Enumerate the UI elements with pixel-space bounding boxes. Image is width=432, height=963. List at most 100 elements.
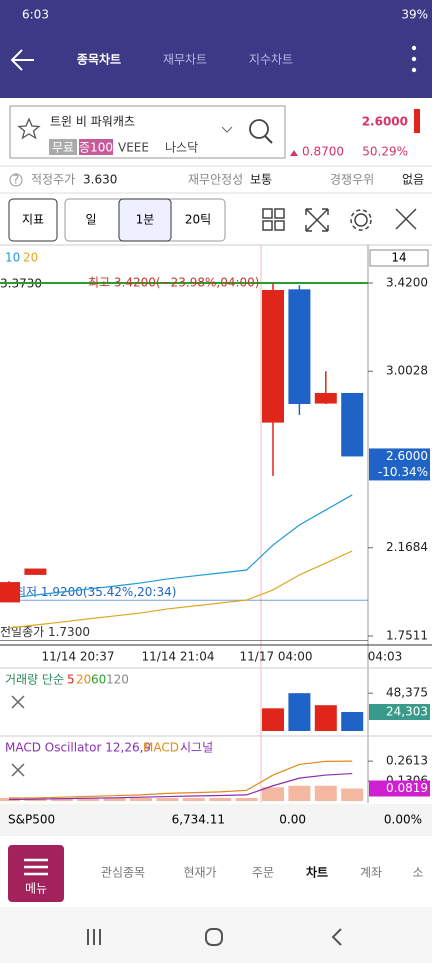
close-icon[interactable] (11, 695, 25, 777)
market: 나스닥 (165, 141, 198, 155)
period-label: 14 (391, 251, 406, 265)
candle-body (341, 392, 364, 457)
indicator-button-label: 지표 (22, 213, 44, 227)
volume-bar (262, 708, 284, 731)
period-box (369, 249, 429, 267)
current-label: 24,303 (386, 704, 428, 718)
period-button[interactable]: 20틱 (185, 213, 211, 227)
legend-label: 120 (106, 673, 129, 687)
macd-line (8, 772, 353, 801)
nav-item[interactable]: 주문 (252, 866, 274, 880)
indicator-button[interactable] (8, 198, 58, 242)
info-value: 보통 (250, 173, 272, 187)
index-bar (0, 804, 432, 836)
index-name: S&P500 (8, 813, 55, 827)
candle-body (314, 392, 337, 404)
home-button[interactable] (205, 928, 223, 946)
change-pct: 50.29% (362, 145, 408, 159)
candle-body (0, 582, 20, 603)
oscillator-bar (130, 797, 152, 801)
recent-button[interactable] (87, 929, 101, 945)
current-box (369, 703, 430, 720)
nav-item[interactable]: 차트 (306, 865, 328, 880)
oscillator-bar (156, 797, 179, 801)
price: 2.6000 (362, 115, 408, 129)
more-button[interactable] (411, 45, 417, 73)
help-icon: ? (13, 173, 19, 187)
tab[interactable]: 재무차트 (163, 53, 207, 67)
nav-item[interactable]: 계좌 (360, 866, 382, 880)
badge-bg (79, 139, 113, 155)
back-button[interactable] (10, 49, 34, 71)
search-icon (264, 135, 273, 144)
oscillator-bar (235, 797, 258, 801)
y-tick-label: 48,375 (386, 686, 428, 700)
candle-body (262, 289, 284, 423)
favorite-icon[interactable] (17, 117, 41, 140)
oscillator-bar (209, 797, 232, 801)
index-change: 0.00 (279, 813, 306, 827)
period-button[interactable]: 일 (85, 213, 96, 227)
oscillator-bar (341, 788, 364, 801)
badge-bg (49, 139, 77, 155)
legend-label: 20 (76, 673, 91, 687)
price-marker (414, 109, 420, 133)
y-tick-label: 1.7511 (386, 628, 428, 642)
header-bg (0, 0, 432, 98)
period-button[interactable]: 1분 (136, 213, 155, 227)
nav-item[interactable]: 관심종목 (101, 866, 145, 880)
current-change: -10.34% (378, 465, 428, 479)
badge: 무료 (52, 141, 74, 155)
current-box (369, 448, 430, 481)
oscillator-bar (262, 787, 284, 801)
search-icon[interactable] (249, 119, 269, 139)
current-label: 2.6000 (386, 449, 428, 463)
nav-item[interactable]: 소 (412, 866, 423, 880)
volume-bar (314, 705, 337, 731)
y-tick-label: 3.4200 (386, 275, 428, 289)
oscillator-bar (314, 785, 337, 801)
oscillator-bar (50, 797, 73, 801)
oscillator-bar (103, 797, 126, 801)
badge: 증100 (79, 141, 113, 155)
info-value: 없음 (402, 173, 424, 187)
annotation-label: 최저 1.9200(35.42%,20:34) (15, 585, 176, 599)
oscillator-bar (182, 797, 205, 801)
index-value: 6,734.11 (172, 813, 225, 827)
ma-line (8, 550, 353, 629)
status-battery: 39% (401, 8, 428, 22)
info-value: 3.630 (83, 173, 117, 187)
info-label: 재무안정성 (188, 173, 243, 187)
ticker: VEEE (118, 141, 149, 155)
x-tick-label: 11/17 04:00 (240, 650, 313, 664)
y-tick-label: 0.2613 (386, 754, 428, 768)
info-label: 적정주가 (31, 173, 75, 187)
back-system-button[interactable] (331, 928, 342, 946)
tab[interactable]: 지수차트 (249, 53, 293, 67)
stock-name: 트윈 비 파워캐츠 (50, 115, 135, 129)
candle-body (24, 568, 47, 575)
annotation-label: 전일종가 1.7300 (0, 625, 90, 639)
x-tick-label: 04:03 (368, 650, 403, 664)
legend-label: 10 (5, 251, 20, 265)
menu-icon (24, 858, 48, 876)
toolbar-icons[interactable] (262, 208, 417, 232)
ma-line (8, 494, 353, 599)
help-icon[interactable] (9, 173, 23, 187)
legend-label: 60 (91, 673, 106, 687)
index-change-pct: 0.00% (384, 813, 422, 827)
dropdown[interactable] (221, 126, 233, 133)
y-tick-label: 3.0028 (386, 364, 428, 378)
period-selected[interactable] (118, 198, 172, 242)
nav-item[interactable]: 현재가 (183, 866, 216, 880)
y-tick-label: 2.1684 (386, 540, 428, 554)
tab[interactable]: 종목차트 (77, 52, 121, 67)
oscillator-bar (288, 785, 311, 801)
current-box (369, 780, 430, 797)
macd-line (9, 760, 353, 799)
status-time: 6:03 (22, 8, 49, 22)
legend-label: 시그널 (180, 741, 213, 755)
menu-label: 메뉴 (25, 882, 47, 896)
info-label: 경쟁우위 (330, 173, 374, 187)
